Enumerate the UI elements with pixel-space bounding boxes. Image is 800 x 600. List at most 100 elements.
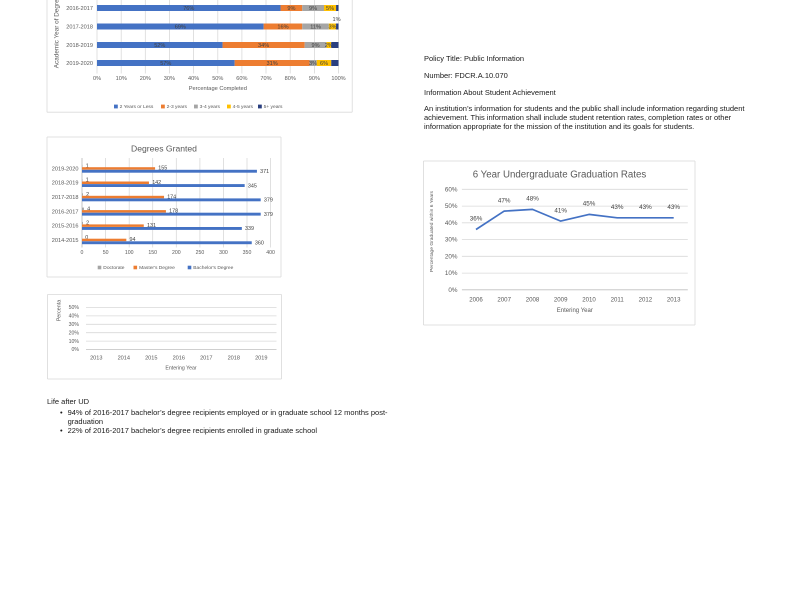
svg-text:142: 142: [152, 180, 161, 186]
svg-text:2007: 2007: [497, 297, 511, 304]
svg-text:30%: 30%: [164, 76, 175, 82]
svg-text:10%: 10%: [116, 76, 127, 82]
svg-text:2013: 2013: [667, 297, 681, 304]
svg-text:100%: 100%: [331, 76, 345, 82]
svg-text:40%: 40%: [188, 76, 199, 82]
svg-text:20%: 20%: [140, 76, 151, 82]
svg-text:300: 300: [219, 250, 228, 256]
svg-text:9%: 9%: [312, 43, 320, 49]
svg-text:379: 379: [264, 198, 273, 204]
svg-text:5%: 5%: [326, 6, 334, 12]
svg-text:30%: 30%: [445, 237, 458, 244]
svg-text:50%: 50%: [69, 305, 80, 311]
svg-text:250: 250: [196, 250, 205, 256]
svg-text:80%: 80%: [285, 76, 296, 82]
svg-text:178: 178: [169, 209, 178, 215]
svg-text:150: 150: [148, 250, 157, 256]
svg-text:1: 1: [86, 178, 89, 184]
svg-text:50%: 50%: [212, 76, 223, 82]
svg-text:350: 350: [243, 250, 252, 256]
svg-text:379: 379: [264, 212, 273, 218]
svg-text:16%: 16%: [277, 24, 288, 30]
svg-text:1: 1: [86, 163, 89, 169]
svg-text:60%: 60%: [445, 186, 458, 193]
svg-text:0: 0: [81, 250, 84, 256]
svg-text:174: 174: [167, 194, 176, 200]
svg-text:6 Year Undergraduate Graduatio: 6 Year Undergraduate Graduation Rates: [473, 170, 647, 181]
svg-text:2017-2018: 2017-2018: [52, 195, 79, 201]
svg-text:90%: 90%: [309, 76, 320, 82]
svg-text:31%: 31%: [266, 61, 277, 67]
svg-text:2019-2020: 2019-2020: [66, 61, 93, 67]
svg-text:2013: 2013: [90, 355, 102, 361]
svg-text:43%: 43%: [667, 204, 680, 211]
svg-text:2-3 years: 2-3 years: [167, 104, 188, 110]
svg-text:4-5 years: 4-5 years: [233, 104, 254, 110]
svg-text:2011: 2011: [611, 297, 625, 304]
svg-text:2015-2016: 2015-2016: [52, 224, 79, 230]
svg-text:0: 0: [85, 235, 88, 241]
svg-text:69%: 69%: [175, 24, 186, 30]
svg-text:371: 371: [260, 169, 269, 175]
svg-text:Master's Degree: Master's Degree: [139, 265, 175, 271]
svg-text:2 Years or Less: 2 Years or Less: [120, 104, 154, 110]
svg-text:70%: 70%: [260, 76, 271, 82]
svg-text:360: 360: [255, 241, 264, 247]
svg-text:45%: 45%: [583, 201, 596, 208]
svg-text:11%: 11%: [310, 24, 321, 30]
svg-text:50%: 50%: [445, 203, 458, 210]
svg-text:Entering Year: Entering Year: [165, 366, 196, 372]
svg-text:76%: 76%: [183, 6, 194, 12]
svg-text:40%: 40%: [69, 314, 80, 320]
svg-text:2: 2: [86, 192, 89, 198]
svg-text:2018-2019: 2018-2019: [52, 181, 79, 187]
svg-text:2015: 2015: [145, 355, 157, 361]
svg-text:2012: 2012: [639, 297, 653, 304]
svg-text:155: 155: [158, 166, 167, 172]
svg-text:1%: 1%: [332, 17, 340, 23]
svg-text:4: 4: [87, 206, 90, 212]
svg-text:43%: 43%: [611, 204, 624, 211]
svg-text:0%: 0%: [93, 76, 101, 82]
svg-text:Percentage Completed: Percentage Completed: [189, 86, 247, 92]
svg-text:48%: 48%: [526, 196, 539, 203]
svg-text:30%: 30%: [69, 322, 80, 328]
svg-text:2014-2015: 2014-2015: [52, 238, 79, 244]
svg-text:57%: 57%: [160, 61, 171, 67]
svg-text:10%: 10%: [69, 339, 80, 345]
svg-text:100: 100: [125, 250, 134, 256]
svg-text:2006: 2006: [469, 297, 483, 304]
svg-text:0%: 0%: [72, 347, 80, 353]
svg-text:Bachelor's Degree: Bachelor's Degree: [193, 265, 233, 271]
svg-text:50: 50: [103, 250, 109, 256]
svg-text:94: 94: [130, 237, 136, 243]
svg-text:2016-2017: 2016-2017: [52, 209, 79, 215]
svg-text:36%: 36%: [470, 216, 483, 223]
svg-text:2019-2020: 2019-2020: [52, 166, 79, 172]
svg-text:2018: 2018: [228, 355, 240, 361]
svg-text:3%: 3%: [309, 61, 317, 67]
svg-text:9%: 9%: [287, 6, 295, 12]
svg-text:20%: 20%: [69, 330, 80, 336]
svg-text:43%: 43%: [639, 204, 652, 211]
svg-text:Degrees Granted: Degrees Granted: [131, 143, 197, 153]
svg-text:9%: 9%: [309, 6, 317, 12]
svg-text:Entering Year: Entering Year: [557, 308, 593, 314]
svg-text:2016: 2016: [173, 355, 185, 361]
svg-text:41%: 41%: [554, 207, 567, 214]
svg-text:3-4 years: 3-4 years: [200, 104, 221, 110]
svg-text:47%: 47%: [498, 197, 511, 204]
svg-text:Academic Year of Degree: Academic Year of Degree: [54, 0, 61, 68]
svg-text:2019: 2019: [255, 355, 267, 361]
svg-text:Doctorate: Doctorate: [103, 265, 124, 271]
svg-text:339: 339: [245, 226, 254, 232]
svg-text:60%: 60%: [236, 76, 247, 82]
svg-text:20%: 20%: [445, 253, 458, 260]
svg-text:2: 2: [86, 221, 89, 227]
svg-text:2010: 2010: [582, 297, 596, 304]
svg-text:5+ years: 5+ years: [264, 104, 283, 110]
svg-text:2018-2019: 2018-2019: [66, 43, 93, 49]
svg-text:2017-2018: 2017-2018: [66, 24, 93, 30]
svg-text:400: 400: [266, 250, 275, 256]
svg-text:40%: 40%: [445, 220, 458, 227]
